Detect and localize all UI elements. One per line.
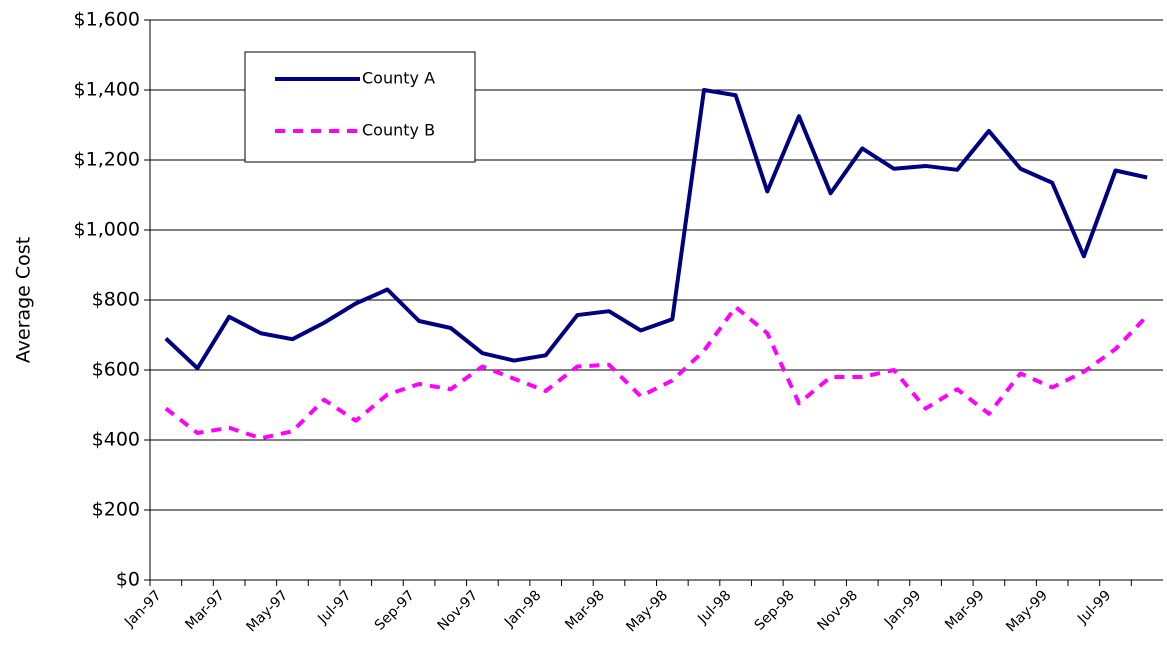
y-tick-label: $1,400 <box>74 79 140 101</box>
x-tick-label: Jan-98 <box>501 588 544 631</box>
y-tick-label: $600 <box>92 359 140 381</box>
x-tick-label: Jul-98 <box>694 588 734 628</box>
legend-box <box>244 51 476 163</box>
x-tick-label: Jan-99 <box>881 588 924 631</box>
y-tick-label: $200 <box>92 499 140 521</box>
x-tick-label: Jul-97 <box>314 588 354 628</box>
y-tick-label: $800 <box>92 289 140 311</box>
x-tick-label: May-99 <box>1003 588 1051 636</box>
x-tick-label: Mar-98 <box>562 588 608 634</box>
x-tick-label: May-98 <box>623 588 671 636</box>
y-tick-label: $1,200 <box>74 149 140 171</box>
x-tick-label: Mar-97 <box>182 588 228 634</box>
x-tick-label: May-97 <box>243 588 291 636</box>
x-tick-label: Sep-98 <box>752 588 798 634</box>
y-tick-label: $1,600 <box>74 9 140 31</box>
legend-label: County B <box>362 121 435 140</box>
x-tick-label: Jul-99 <box>1074 588 1114 628</box>
y-axis-label: Average Cost <box>13 237 35 363</box>
y-tick-label: $400 <box>92 429 140 451</box>
x-tick-label: Nov-97 <box>435 588 482 635</box>
legend-label: County A <box>362 69 435 88</box>
y-tick-label: $0 <box>116 569 140 591</box>
x-tick-label: Jan-97 <box>121 588 164 631</box>
x-tick-label: Sep-97 <box>372 588 418 634</box>
x-tick-label: Mar-99 <box>942 588 988 634</box>
series-line <box>164 88 1148 371</box>
y-tick-label: $1,000 <box>74 219 140 241</box>
x-tick-label: Nov-98 <box>815 588 862 635</box>
series-line <box>164 305 1149 441</box>
